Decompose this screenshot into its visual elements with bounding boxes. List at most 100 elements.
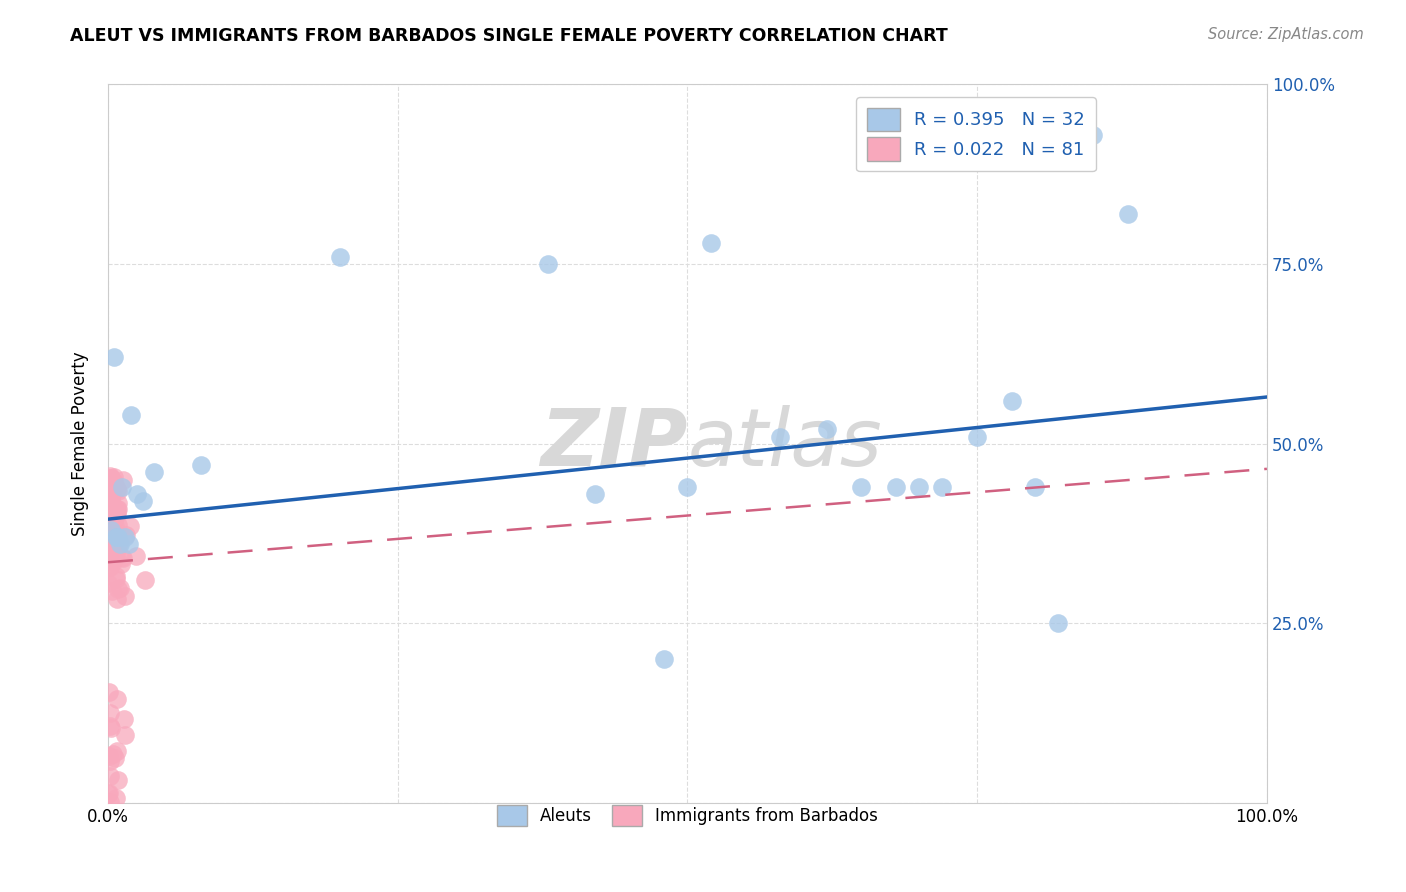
Point xyxy=(101,583,124,598)
Point xyxy=(97,559,120,574)
Point xyxy=(111,473,134,487)
Point xyxy=(103,513,125,527)
Point xyxy=(1081,128,1104,142)
Point xyxy=(114,590,136,604)
Point xyxy=(769,429,792,443)
Point xyxy=(583,487,606,501)
Point xyxy=(105,504,128,518)
Point xyxy=(1024,480,1046,494)
Point xyxy=(100,515,122,529)
Point xyxy=(105,507,128,521)
Point xyxy=(105,530,128,544)
Point xyxy=(1116,207,1139,221)
Point xyxy=(884,480,907,494)
Point xyxy=(103,539,125,553)
Point xyxy=(329,250,352,264)
Point xyxy=(107,502,129,516)
Point xyxy=(108,537,131,551)
Point xyxy=(100,549,122,563)
Point xyxy=(676,480,699,494)
Point xyxy=(104,568,127,582)
Point xyxy=(966,429,988,443)
Point xyxy=(100,471,122,485)
Point xyxy=(97,786,120,800)
Point xyxy=(108,582,131,596)
Point xyxy=(100,471,122,485)
Point xyxy=(100,795,122,809)
Point xyxy=(101,555,124,569)
Point xyxy=(118,537,141,551)
Point xyxy=(114,528,136,542)
Point xyxy=(100,491,122,505)
Point xyxy=(101,475,124,489)
Point xyxy=(107,483,129,498)
Point xyxy=(105,501,128,516)
Point xyxy=(100,533,122,548)
Point xyxy=(105,591,128,606)
Point xyxy=(105,743,128,757)
Point xyxy=(97,576,120,591)
Point xyxy=(112,712,135,726)
Point xyxy=(125,487,148,501)
Point xyxy=(103,747,125,762)
Point xyxy=(699,235,721,250)
Point xyxy=(114,727,136,741)
Point xyxy=(111,549,134,564)
Point xyxy=(104,790,127,805)
Point xyxy=(101,520,124,534)
Text: Source: ZipAtlas.com: Source: ZipAtlas.com xyxy=(1208,27,1364,42)
Point xyxy=(107,530,129,544)
Point xyxy=(134,573,156,587)
Point xyxy=(98,513,121,527)
Point xyxy=(98,519,121,533)
Point xyxy=(98,552,121,566)
Point xyxy=(107,582,129,597)
Point xyxy=(98,706,121,720)
Point xyxy=(107,541,129,555)
Point xyxy=(98,719,121,733)
Point xyxy=(104,572,127,586)
Point xyxy=(100,493,122,508)
Point xyxy=(97,505,120,519)
Point xyxy=(111,480,134,494)
Point xyxy=(118,519,141,533)
Point xyxy=(105,692,128,706)
Point xyxy=(851,480,873,494)
Y-axis label: Single Female Poverty: Single Female Poverty xyxy=(72,351,89,536)
Point xyxy=(98,497,121,511)
Point xyxy=(101,510,124,524)
Point xyxy=(100,523,122,537)
Point xyxy=(97,477,120,491)
Point xyxy=(97,517,120,532)
Point xyxy=(103,351,125,365)
Point xyxy=(125,549,148,563)
Point xyxy=(97,510,120,524)
Point xyxy=(97,787,120,801)
Point xyxy=(98,749,121,764)
Point xyxy=(105,530,128,544)
Point xyxy=(100,469,122,483)
Point xyxy=(120,408,142,422)
Point xyxy=(98,769,121,783)
Point xyxy=(1001,393,1024,408)
Point xyxy=(1047,616,1070,631)
Point xyxy=(98,531,121,545)
Point xyxy=(98,533,121,547)
Point xyxy=(98,685,121,699)
Point xyxy=(108,536,131,550)
Point xyxy=(101,497,124,511)
Point xyxy=(537,257,560,271)
Point xyxy=(104,750,127,764)
Point xyxy=(97,494,120,508)
Point xyxy=(908,480,931,494)
Legend: Aleuts, Immigrants from Barbados: Aleuts, Immigrants from Barbados xyxy=(488,797,887,834)
Point xyxy=(98,755,121,769)
Text: ALEUT VS IMMIGRANTS FROM BARBADOS SINGLE FEMALE POVERTY CORRELATION CHART: ALEUT VS IMMIGRANTS FROM BARBADOS SINGLE… xyxy=(70,27,948,45)
Point xyxy=(104,546,127,560)
Point xyxy=(190,458,212,473)
Point xyxy=(104,536,127,550)
Text: atlas: atlas xyxy=(688,405,882,483)
Point xyxy=(103,470,125,484)
Point xyxy=(815,422,838,436)
Point xyxy=(110,557,132,571)
